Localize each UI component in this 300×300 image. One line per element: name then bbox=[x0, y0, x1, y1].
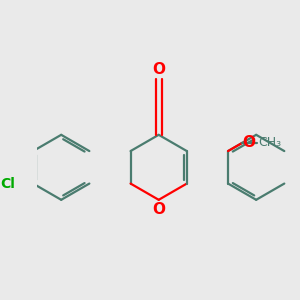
Text: O: O bbox=[152, 202, 165, 217]
Text: O: O bbox=[152, 62, 165, 77]
Text: CH₃: CH₃ bbox=[259, 136, 282, 149]
Text: Cl: Cl bbox=[1, 177, 15, 190]
Text: O: O bbox=[243, 135, 256, 150]
